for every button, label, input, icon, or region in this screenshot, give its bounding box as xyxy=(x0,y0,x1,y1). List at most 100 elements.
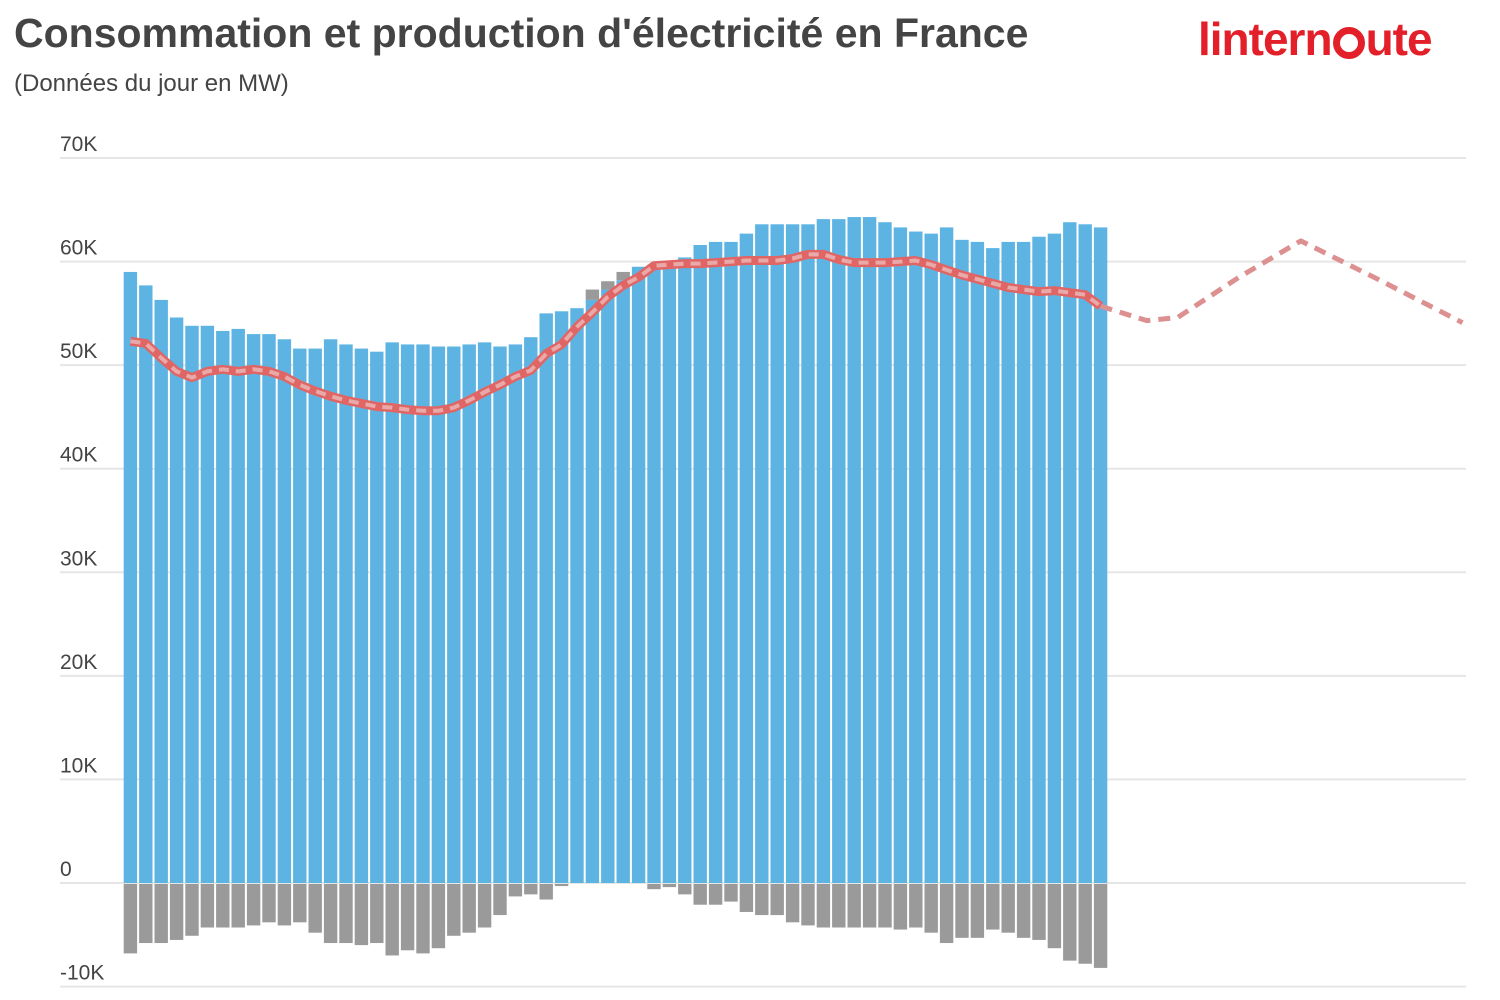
exchange-bar xyxy=(216,884,230,928)
production-bar xyxy=(477,342,492,883)
production-bar xyxy=(200,325,215,883)
y-tick-label: 0 xyxy=(60,858,72,881)
exchange-bar xyxy=(647,884,661,890)
exchange-bar xyxy=(724,884,738,902)
production-bar xyxy=(123,271,138,883)
consumption-line xyxy=(129,249,1104,416)
exchange-bar xyxy=(554,884,569,887)
exchange-bar xyxy=(755,884,769,916)
production-bar xyxy=(1001,241,1015,883)
y-tick-label: 40K xyxy=(60,444,97,467)
exchange-bar xyxy=(539,884,553,900)
exchange-bar xyxy=(678,884,692,895)
exchange-bar xyxy=(339,884,353,944)
exchange-bar xyxy=(1063,884,1077,961)
production-bar xyxy=(631,266,646,883)
y-tick-label: -10K xyxy=(60,962,104,985)
exchange-bar xyxy=(986,884,1000,930)
linternaute-logo: lintern ute xyxy=(1198,13,1433,65)
exchange-bar xyxy=(323,884,338,944)
production-bar xyxy=(262,334,276,884)
production-bar xyxy=(970,241,985,883)
production-bar xyxy=(339,344,353,883)
production-bar xyxy=(678,257,692,883)
exchange-bar xyxy=(200,884,215,928)
bars xyxy=(123,217,1108,968)
exchange-bar xyxy=(662,884,677,888)
production-bar xyxy=(601,289,615,883)
production-bar xyxy=(1078,224,1092,883)
production-bar xyxy=(185,325,199,883)
exchange-bar xyxy=(416,884,430,954)
exchange-bar xyxy=(1032,884,1046,940)
exchange-bar xyxy=(462,884,476,933)
exchange-bar xyxy=(601,281,615,290)
production-bar xyxy=(847,217,861,883)
exchange-bar xyxy=(169,884,184,940)
production-bar xyxy=(1063,222,1077,884)
production-bar xyxy=(354,348,369,883)
production-bar xyxy=(832,219,846,883)
production-bar xyxy=(1016,241,1031,883)
production-bar xyxy=(493,346,507,883)
exchange-bar xyxy=(293,884,307,923)
production-bar xyxy=(708,241,723,883)
production-bar xyxy=(724,241,738,883)
production-bar xyxy=(585,299,600,884)
production-bar xyxy=(370,351,384,883)
exchange-bar xyxy=(1093,884,1108,968)
production-bar xyxy=(739,233,754,884)
exchange-bar xyxy=(939,884,954,944)
production-bar xyxy=(231,328,245,883)
production-bar xyxy=(862,217,877,883)
exchange-bar xyxy=(739,884,754,912)
production-bar xyxy=(570,308,584,883)
exchange-bar xyxy=(308,884,322,933)
exchange-bar xyxy=(816,884,831,928)
exchange-bar xyxy=(1016,884,1031,938)
production-bar xyxy=(293,348,307,883)
exchange-bar xyxy=(246,884,261,926)
exchange-bar xyxy=(385,884,399,956)
exchange-bar xyxy=(893,884,908,930)
exchange-bar xyxy=(1001,884,1015,933)
exchange-bar xyxy=(970,884,985,938)
exchange-bar xyxy=(185,884,199,936)
production-bar xyxy=(508,344,523,883)
y-tick-label: 30K xyxy=(60,547,97,570)
consumption-line-dash xyxy=(130,252,1102,413)
production-bar xyxy=(924,233,938,884)
exchange-bar xyxy=(832,884,846,928)
production-bar xyxy=(139,285,153,883)
production-bar xyxy=(647,264,661,883)
exchange-bar xyxy=(1078,884,1092,964)
production-bar xyxy=(955,239,969,883)
production-bar xyxy=(400,344,415,883)
forecast-line xyxy=(1099,238,1464,325)
production-bar xyxy=(616,280,630,883)
exchange-bar xyxy=(708,884,723,905)
production-bar xyxy=(939,227,954,883)
production-bar xyxy=(524,337,538,883)
production-bar xyxy=(816,219,831,883)
production-bar xyxy=(909,231,923,884)
exchange-bar xyxy=(878,884,892,928)
exchange-bar xyxy=(447,884,461,936)
exchange-bar xyxy=(508,884,523,897)
exchange-bar xyxy=(524,884,538,895)
production-bar xyxy=(323,339,338,883)
y-tick-label: 70K xyxy=(60,133,97,156)
production-bar xyxy=(801,224,815,883)
production-bar xyxy=(986,248,1000,883)
exchange-bar xyxy=(139,884,153,944)
production-bar xyxy=(878,222,892,884)
exchange-bar xyxy=(431,884,446,949)
exchange-bar xyxy=(801,884,815,926)
exchange-bar xyxy=(123,884,138,954)
production-bar xyxy=(416,344,430,883)
production-bar xyxy=(1032,236,1046,883)
exchange-bar xyxy=(847,884,861,928)
exchange-bar xyxy=(477,884,492,928)
production-bar xyxy=(277,339,292,883)
y-tick-label: 10K xyxy=(60,754,97,777)
